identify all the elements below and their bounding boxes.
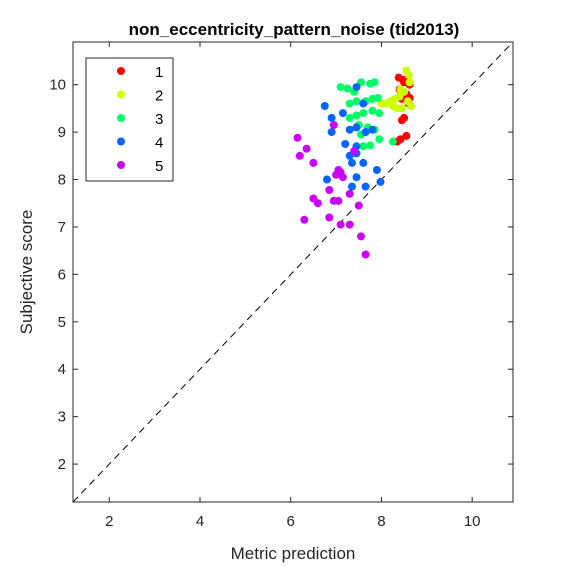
data-point	[359, 142, 368, 151]
data-point	[373, 94, 382, 102]
data-point	[327, 128, 336, 137]
data-point	[302, 144, 311, 153]
y-tick-label: 5	[58, 314, 66, 331]
data-point	[336, 220, 345, 229]
data-point	[352, 83, 361, 92]
reference-line-group	[72, 41, 514, 503]
data-point	[375, 135, 384, 144]
series-5-points	[293, 121, 370, 259]
y-tick-label: 2	[58, 456, 66, 473]
diagonal-reference-line	[72, 41, 514, 503]
y-tick-label: 10	[49, 77, 66, 94]
data-point	[345, 113, 354, 122]
legend-label-2: 2	[155, 88, 163, 105]
data-point	[348, 158, 356, 167]
data-point	[325, 186, 334, 194]
data-point	[348, 182, 356, 191]
data-point	[325, 213, 334, 222]
data-point	[359, 158, 368, 167]
x-axis-ticks: 2 4 6 8 10	[105, 42, 481, 530]
x-tick-label: 6	[287, 513, 295, 530]
y-tick-label: 6	[58, 266, 66, 283]
data-point	[338, 173, 347, 182]
data-point	[376, 177, 385, 186]
data-point	[404, 71, 413, 80]
x-tick-label: 4	[196, 513, 204, 530]
data-point	[341, 140, 350, 148]
data-point	[354, 201, 363, 210]
legend-marker-1	[117, 67, 125, 75]
legend-marker-5	[117, 161, 125, 169]
data-point	[368, 125, 377, 134]
data-point	[345, 220, 354, 229]
data-point	[403, 97, 412, 106]
data-point	[361, 250, 370, 259]
x-tick-label: 2	[105, 513, 113, 530]
data-point	[361, 128, 370, 137]
data-point	[323, 175, 331, 184]
legend-label-5: 5	[155, 158, 163, 175]
legend: 1 2 3 4 5	[85, 57, 174, 182]
data-point	[397, 104, 406, 113]
y-tick-label: 3	[58, 409, 66, 426]
y-tick-label: 9	[58, 124, 66, 141]
y-axis-ticks: 2 3 4 5 6 7 8 9 10	[49, 77, 513, 473]
data-point	[293, 133, 302, 142]
data-point	[313, 199, 322, 208]
plot-frame	[72, 41, 514, 503]
legend-label-3: 3	[155, 111, 163, 128]
legend-label-4: 4	[155, 135, 163, 152]
data-point	[338, 109, 347, 118]
data-point	[366, 141, 375, 150]
data-point	[357, 232, 365, 241]
y-tick-label: 7	[58, 219, 66, 236]
data-point	[334, 196, 343, 205]
y-tick-label: 4	[58, 361, 66, 378]
data-point	[327, 113, 336, 122]
series-2-points	[377, 66, 415, 113]
series-4-points	[320, 83, 385, 191]
data-point	[343, 84, 352, 93]
legend-marker-3	[117, 114, 125, 122]
data-point	[370, 78, 379, 87]
legend-marker-2	[117, 90, 125, 99]
data-point	[405, 78, 414, 87]
data-point	[300, 215, 309, 224]
data-point	[350, 147, 359, 156]
data-point	[359, 99, 368, 108]
data-point	[388, 137, 397, 146]
data-point	[397, 116, 406, 125]
y-tick-label: 8	[58, 172, 66, 189]
data-point	[352, 123, 361, 132]
data-point	[396, 85, 405, 94]
data-point	[368, 106, 377, 115]
x-axis-label: Metric prediction	[231, 544, 356, 563]
x-tick-label: 10	[464, 513, 481, 530]
legend-box	[85, 57, 174, 182]
data-point	[359, 109, 368, 118]
data-points-group	[293, 66, 415, 259]
data-point	[352, 111, 361, 120]
data-point	[336, 83, 345, 92]
data-point	[399, 75, 408, 84]
legend-marker-4	[117, 137, 125, 146]
data-point	[345, 99, 354, 108]
data-point	[329, 121, 338, 129]
data-point	[352, 97, 361, 106]
data-point	[345, 189, 354, 198]
data-point	[372, 166, 381, 174]
data-point	[402, 131, 411, 140]
chart-title: non_eccentricity_pattern_noise (tid2013)	[129, 20, 460, 39]
y-axis-label: Subjective score	[17, 210, 36, 335]
legend-label-1: 1	[155, 64, 163, 81]
data-point	[345, 125, 354, 134]
data-point	[295, 151, 304, 160]
data-point	[352, 173, 361, 182]
x-tick-label: 8	[377, 513, 385, 530]
data-point	[309, 158, 318, 167]
data-point	[361, 182, 370, 191]
data-point	[320, 102, 329, 110]
data-point	[375, 109, 384, 118]
